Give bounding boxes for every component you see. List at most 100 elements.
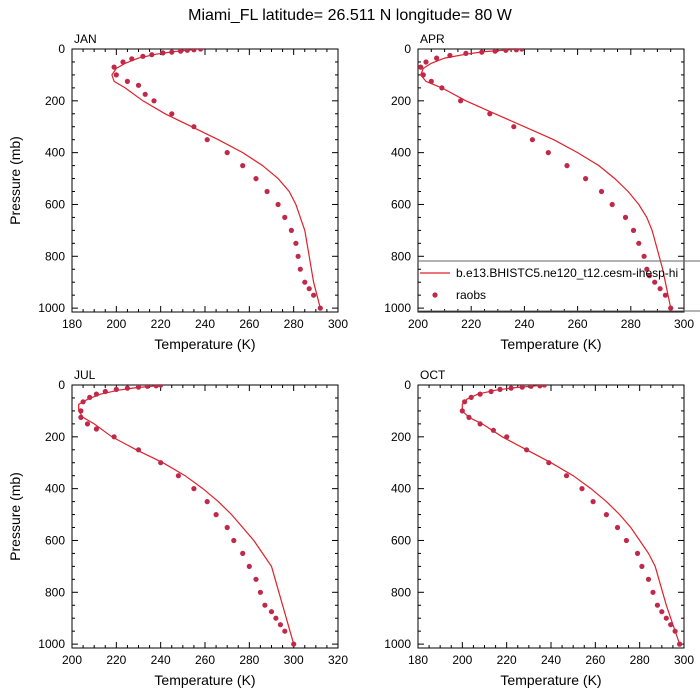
raob-point	[282, 214, 288, 220]
x-axis-label: Temperature (K)	[500, 672, 601, 688]
raob-point	[93, 391, 99, 397]
raob-point	[434, 55, 440, 61]
y-tick-label: 800	[45, 249, 65, 263]
raob-point	[293, 240, 299, 246]
x-axis-label: Temperature (K)	[154, 336, 255, 352]
raob-point	[462, 399, 468, 405]
raob-point	[169, 49, 175, 55]
raob-point	[102, 388, 108, 395]
x-tick-label: 220	[461, 317, 481, 331]
raob-point	[311, 292, 317, 298]
x-tick-label: 260	[239, 317, 259, 331]
y-tick-label: 0	[58, 42, 65, 56]
raob-point	[140, 53, 146, 59]
raob-point	[672, 628, 678, 634]
raob-point	[663, 615, 669, 621]
panel-label: OCT	[420, 368, 446, 382]
y-tick-label: 600	[391, 197, 411, 211]
raob-point	[277, 622, 283, 628]
raob-point	[198, 49, 204, 52]
raob-point	[80, 399, 86, 405]
raob-point	[191, 49, 197, 53]
raob-point	[614, 524, 621, 531]
y-tick-label: 400	[45, 482, 65, 496]
plot-data	[78, 385, 297, 647]
raob-point	[273, 615, 279, 621]
y-tick-label: 200	[391, 94, 411, 108]
raob-point	[191, 124, 197, 130]
x-tick-label: 240	[195, 317, 215, 331]
raob-point	[537, 385, 543, 389]
raob-point	[264, 188, 270, 195]
legend: b.e13.BHISTC5.ne120_t12.cesm-ihesp-hirao…	[418, 260, 700, 312]
y-tick-label: 1000	[38, 301, 65, 315]
raob-point	[240, 550, 246, 557]
model-profile-line	[111, 49, 321, 309]
raob-point	[78, 414, 84, 420]
raob-point	[492, 49, 498, 54]
raob-point	[622, 214, 629, 220]
raob-point	[253, 576, 259, 582]
x-tick-label: 300	[674, 317, 694, 331]
x-tick-label: 280	[284, 317, 304, 331]
raob-point	[657, 286, 663, 292]
raob-point	[541, 385, 547, 388]
x-tick-label: 300	[328, 317, 348, 331]
panel-jan: 180 200 220 240 260 280 300 0 200 400 600 800 1000 Te…	[7, 32, 348, 352]
raob-point	[466, 414, 472, 420]
raob-point	[135, 385, 142, 390]
raob-point	[497, 386, 503, 392]
raob-point	[598, 188, 605, 195]
raob-point	[668, 305, 674, 311]
figure-title: Miami_FL latitude= 26.511 N longitude= 8…	[188, 7, 513, 24]
raob-point	[297, 266, 303, 272]
raob-point	[503, 49, 509, 53]
raob-point	[519, 385, 525, 390]
x-tick-label: 300	[674, 653, 694, 667]
x-tick-label: 260	[568, 317, 588, 331]
plot-data	[418, 49, 674, 311]
raob-point	[563, 473, 570, 479]
x-tick-label: 320	[328, 653, 348, 667]
y-tick-label: 200	[391, 430, 411, 444]
raob-point	[546, 460, 552, 466]
legend-label: raobs	[456, 288, 486, 302]
raob-point	[513, 49, 519, 53]
x-tick-label: 280	[239, 653, 259, 667]
raob-point	[111, 64, 117, 70]
raob-point	[644, 266, 650, 272]
raob-point	[113, 386, 119, 392]
raob-point	[458, 98, 464, 104]
raob-point	[477, 421, 483, 427]
raob-point	[306, 286, 312, 292]
raob-point	[545, 150, 551, 156]
raob-point	[645, 576, 652, 582]
raob-point	[268, 609, 275, 615]
raob-point	[590, 499, 596, 505]
x-tick-label: 220	[106, 653, 126, 667]
panels: 180 200 220 240 260 280 300 0 200 400 600 800 1000 Te…	[7, 32, 694, 688]
raob-point	[84, 421, 91, 427]
legend-label: b.e13.BHISTC5.ne120_t12.cesm-ihesp-hi	[456, 266, 678, 280]
panel-label: JAN	[74, 32, 97, 46]
raob-point	[93, 426, 99, 432]
y-tick-label: 800	[45, 585, 65, 599]
x-axis-label: Temperature (K)	[154, 672, 255, 688]
panel-label: JUL	[74, 368, 96, 382]
x-tick-label: 300	[284, 653, 304, 667]
raob-point	[609, 201, 615, 208]
y-tick-label: 0	[404, 378, 411, 392]
raob-point	[158, 385, 164, 388]
raob-point	[295, 253, 301, 259]
raob-point	[113, 72, 119, 78]
x-tick-label: 220	[151, 317, 171, 331]
raob-point	[479, 49, 485, 55]
raob-point	[646, 273, 653, 279]
raob-point	[204, 137, 210, 143]
x-tick-label: 200	[452, 653, 472, 667]
raob-point	[144, 385, 150, 389]
raob-point	[158, 460, 164, 466]
plot-frame	[417, 384, 685, 649]
raob-point	[191, 486, 197, 492]
